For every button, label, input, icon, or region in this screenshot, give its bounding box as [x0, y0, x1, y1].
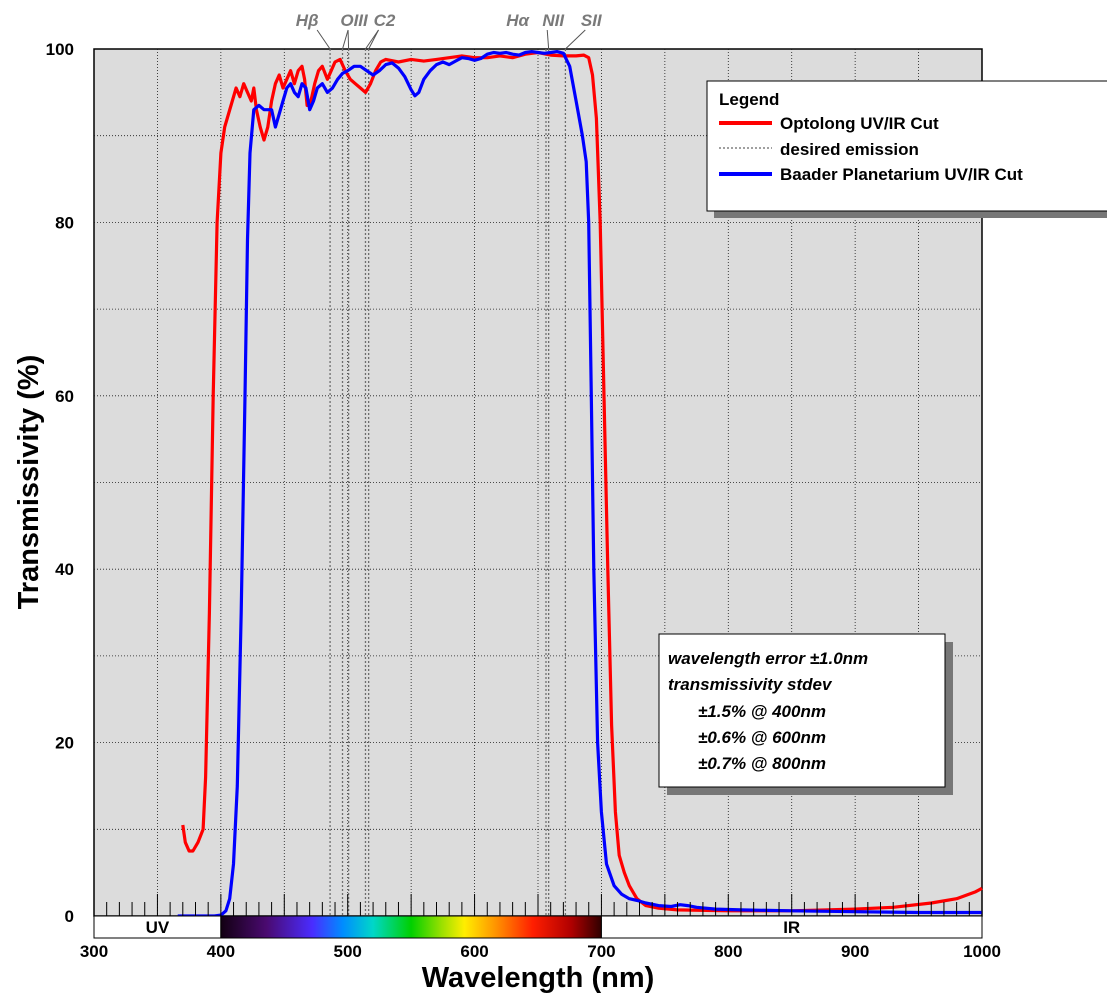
x-tick-label: 400	[207, 942, 235, 961]
y-tick-label: 20	[55, 734, 74, 753]
legend-box	[706, 80, 1107, 212]
emission-leader-line	[546, 29, 550, 50]
band-label: IR	[783, 918, 800, 937]
visible-spectrum-band	[220, 915, 602, 939]
emission-leader-line	[368, 29, 379, 50]
annotation-line-3: ±1.5% @ 400nm	[698, 702, 826, 721]
y-tick-label: 0	[65, 907, 74, 926]
x-tick-label: 1000	[963, 942, 1001, 961]
emission-line-label: NII	[542, 11, 565, 30]
series-line	[181, 50, 983, 913]
emission-leader-line	[342, 29, 349, 50]
error-annotation: wavelength error ±1.0nm transmissivity s…	[658, 633, 953, 795]
y-axis-title: Transmissivity (%)	[13, 355, 45, 610]
emission-line-label: C2	[374, 11, 396, 30]
annotation-line-5: ±0.7% @ 800nm	[698, 754, 826, 773]
annotation-line-4: ±0.6% @ 600nm	[698, 728, 826, 747]
emission-leader-line	[316, 29, 331, 50]
band-label: UV	[146, 918, 170, 937]
wavelength-bands: UV IR	[93, 915, 983, 939]
grid-lines	[94, 49, 982, 916]
emission-leader-line	[347, 29, 350, 50]
emission-line-label: OIII	[340, 11, 369, 30]
x-tick-label: 700	[587, 942, 615, 961]
x-tick-label: 300	[80, 942, 108, 961]
legend-label-emission: desired emission	[780, 140, 919, 159]
x-tick-label: 500	[334, 942, 362, 961]
annotation-line-2: transmissivity stdev	[668, 675, 833, 694]
annotation-line-1: wavelength error ±1.0nm	[668, 649, 868, 668]
emission-leader-line	[565, 29, 586, 50]
legend-title: Legend	[719, 90, 779, 109]
annotation-box	[658, 633, 946, 788]
y-tick-label: 80	[55, 213, 74, 232]
emission-line-label: SII	[581, 11, 603, 30]
x-tick-label: 900	[841, 942, 869, 961]
legend: Legend Optolong UV/IR Cut desired emissi…	[706, 80, 1107, 218]
legend-label-optolong: Optolong UV/IR Cut	[780, 114, 939, 133]
x-axis-title: Wavelength (nm)	[422, 962, 655, 994]
emission-line-label: Hβ	[296, 11, 319, 30]
y-tick-label: 100	[46, 40, 74, 59]
x-tick-label: 800	[714, 942, 742, 961]
legend-label-baader: Baader Planetarium UV/IR Cut	[780, 165, 1023, 184]
y-tick-label: 40	[55, 560, 74, 579]
axis-ticks: 300 400 500 600 700 800 900 1000 0 20 40 60 80 100	[46, 40, 1001, 961]
x-tick-label: 600	[460, 942, 488, 961]
emission-lines: Hβ OIII C2 Hα NII SII	[296, 11, 603, 916]
series-line	[177, 50, 982, 918]
y-tick-label: 60	[55, 387, 74, 406]
emission-line-label: Hα	[506, 11, 530, 30]
series-layer	[177, 50, 983, 918]
